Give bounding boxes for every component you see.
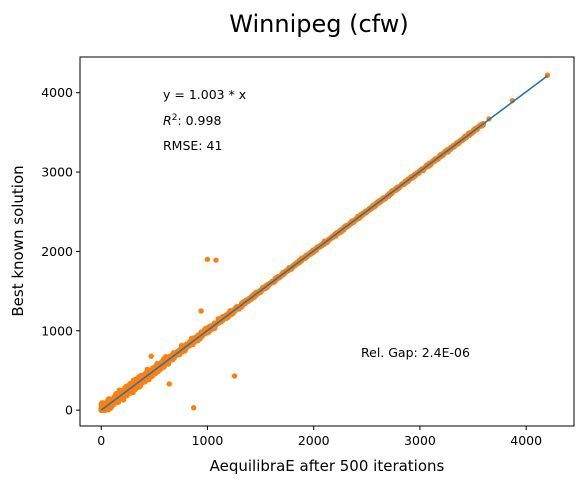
plot-frame: [79, 56, 575, 427]
plot-area: 0 1000 2000 3000 4000 0 1000 2000 3000 4000: [41, 56, 575, 448]
x-tick-label: 4000: [510, 433, 542, 448]
y-tick-label: 0: [65, 403, 73, 418]
outlier-point: [231, 373, 238, 379]
equation-annotation: y = 1.003 * x: [163, 87, 246, 102]
r2-annotation: R2: 0.998: [163, 113, 221, 128]
x-tick-label: 3000: [404, 433, 436, 448]
y-axis-label: Best known solution: [9, 165, 27, 316]
r2-value: : 0.998: [177, 113, 221, 128]
fit-line: [100, 75, 548, 411]
y-tick-label: 2000: [41, 244, 73, 259]
outlier-point: [204, 256, 211, 263]
stats-annotations: y = 1.003 * x R2: 0.998 RMSE: 41 Rel. Ga…: [163, 87, 470, 360]
data-point: [115, 399, 121, 405]
outlier-point: [148, 353, 154, 359]
data-point: [108, 404, 114, 410]
y-tick-label: 4000: [41, 85, 73, 100]
x-tick-label: 1000: [192, 433, 224, 448]
x-axis-label: AequilibraE after 500 iterations: [210, 457, 445, 475]
outlier-point: [213, 257, 219, 263]
x-tick-label: 2000: [298, 433, 330, 448]
y-axis-ticks: 0 1000 2000 3000 4000: [41, 85, 80, 418]
outlier-point: [166, 381, 172, 387]
data-point: [132, 386, 138, 393]
y-tick-label: 1000: [41, 323, 73, 338]
y-tick-label: 3000: [41, 165, 73, 180]
rmse-annotation: RMSE: 41: [163, 138, 222, 153]
outlier-point: [190, 405, 197, 411]
rel-gap-annotation: Rel. Gap: 2.4E-06: [361, 345, 470, 360]
outlier-point: [198, 308, 204, 314]
x-axis-ticks: 0 1000 2000 3000 4000: [97, 426, 542, 448]
x-tick-label: 0: [97, 433, 105, 448]
chart-title: Winnipeg (cfw): [229, 10, 408, 38]
data-point: [137, 382, 143, 388]
data-point: [124, 393, 130, 399]
